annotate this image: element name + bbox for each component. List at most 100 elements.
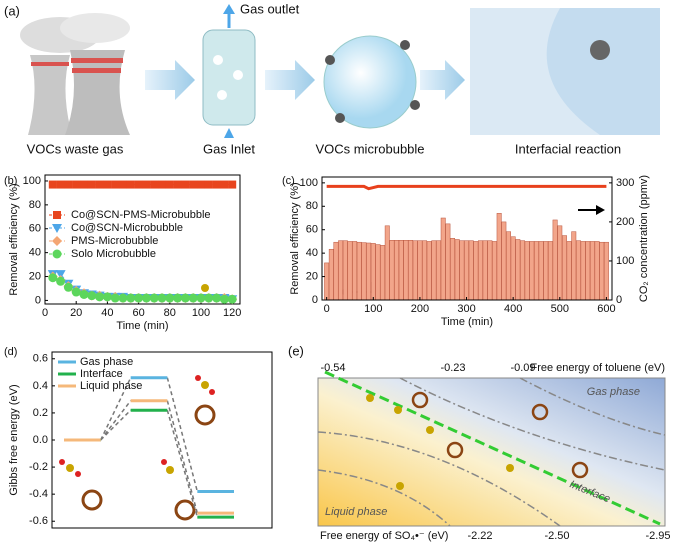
bubble xyxy=(217,90,227,100)
x-tick-label: 0 xyxy=(42,307,48,319)
bar xyxy=(380,245,386,301)
data-point xyxy=(173,180,182,189)
annotation-arrow xyxy=(596,205,605,215)
y-axis-label: CO₂ concentration (ppmv) xyxy=(638,175,650,302)
y-tick-label: 80 xyxy=(29,199,41,211)
arrow xyxy=(420,60,465,100)
top-tick: -0.54 xyxy=(320,362,345,374)
legend-marker xyxy=(52,224,62,233)
bar xyxy=(328,248,334,301)
bar xyxy=(510,236,516,301)
bar xyxy=(324,262,330,301)
atom xyxy=(506,464,514,472)
atom xyxy=(166,466,174,474)
caption: VOCs microbubble xyxy=(315,141,424,156)
top-axis-label: Free energy of toluene (eV) xyxy=(530,362,665,374)
bar xyxy=(468,240,474,301)
ring xyxy=(81,489,103,511)
data-point xyxy=(180,293,190,303)
panel-e: (e) -0.54 -0.23 -0.09 Free energy of tol… xyxy=(288,343,671,541)
legend-label: Gas phase xyxy=(80,356,133,368)
x-tick-label: 20 xyxy=(70,307,82,319)
bar xyxy=(338,240,344,301)
data-point xyxy=(173,293,183,303)
bubble xyxy=(233,70,243,80)
atom xyxy=(195,375,201,381)
x-tick-label: 40 xyxy=(101,307,113,319)
bar xyxy=(370,243,376,301)
free-energy-map xyxy=(317,377,666,527)
panel-label: (c) xyxy=(282,175,295,187)
x-axis-label: Time (min) xyxy=(116,320,168,332)
gas-phase: Gas phase xyxy=(587,386,640,398)
bar xyxy=(408,240,414,301)
ring xyxy=(531,403,549,421)
bar xyxy=(566,241,572,301)
molecules xyxy=(59,284,216,521)
atom xyxy=(59,459,65,465)
bottom-tick: -2.95 xyxy=(645,530,670,542)
bar xyxy=(557,225,563,301)
series-line xyxy=(326,184,607,191)
y-tick-label: 100 xyxy=(23,175,41,187)
atom xyxy=(201,381,209,389)
x-tick-label: 400 xyxy=(504,303,522,315)
bar xyxy=(552,219,558,301)
connector xyxy=(166,410,199,518)
y-tick-label: 0.4 xyxy=(33,380,48,392)
bubble xyxy=(213,55,223,65)
bar xyxy=(473,241,479,301)
caption: Gas Inlet xyxy=(203,141,255,156)
data-point xyxy=(220,180,229,189)
plot-frame xyxy=(44,174,241,305)
data-point xyxy=(80,180,88,189)
bar xyxy=(524,241,530,301)
y-tick-label: 0.2 xyxy=(33,407,48,419)
bottom-tick: -2.50 xyxy=(544,530,569,542)
outlet-arrow xyxy=(223,4,235,14)
catalyst xyxy=(410,100,420,110)
atom xyxy=(201,284,209,292)
data-point xyxy=(63,282,73,292)
bar xyxy=(534,241,539,301)
panel-label: (d) xyxy=(4,346,17,358)
bar xyxy=(384,225,390,301)
x-axis-label: Time (min) xyxy=(441,316,493,328)
bar xyxy=(492,241,497,301)
bottom-tick: -2.22 xyxy=(467,530,492,542)
stripe xyxy=(72,68,121,73)
arrow xyxy=(265,60,315,100)
legend-label: PMS-Microbubble xyxy=(71,235,158,247)
caption: Interfacial reaction xyxy=(515,141,621,156)
bar xyxy=(603,241,609,301)
x-tick-label: 60 xyxy=(132,307,144,319)
liquid-phase: Liquid phase xyxy=(325,506,387,518)
catalyst xyxy=(335,113,345,123)
bar xyxy=(361,242,367,301)
bar xyxy=(496,213,502,301)
data-point xyxy=(118,293,128,303)
atom xyxy=(396,482,404,490)
bar xyxy=(454,239,460,301)
data-point xyxy=(150,180,159,189)
inlet-arrow xyxy=(224,128,234,138)
contour xyxy=(399,377,666,471)
x-tick-label: 120 xyxy=(223,307,241,319)
panel-label: (b) xyxy=(4,175,17,187)
data-point xyxy=(158,180,166,189)
data-point xyxy=(219,294,229,304)
data-point xyxy=(149,293,159,303)
legend-marker xyxy=(52,236,62,246)
panel-label: (e) xyxy=(288,343,304,358)
ring xyxy=(194,404,216,426)
bar xyxy=(440,217,446,301)
legend-label: Solo Microbubble xyxy=(71,248,156,260)
data-point xyxy=(134,293,144,303)
data-point xyxy=(103,180,112,189)
y-tick-label: 300 xyxy=(616,177,634,189)
bar xyxy=(347,241,353,301)
bar xyxy=(538,241,544,301)
atom xyxy=(394,406,402,414)
y-tick-label: 60 xyxy=(306,224,318,236)
